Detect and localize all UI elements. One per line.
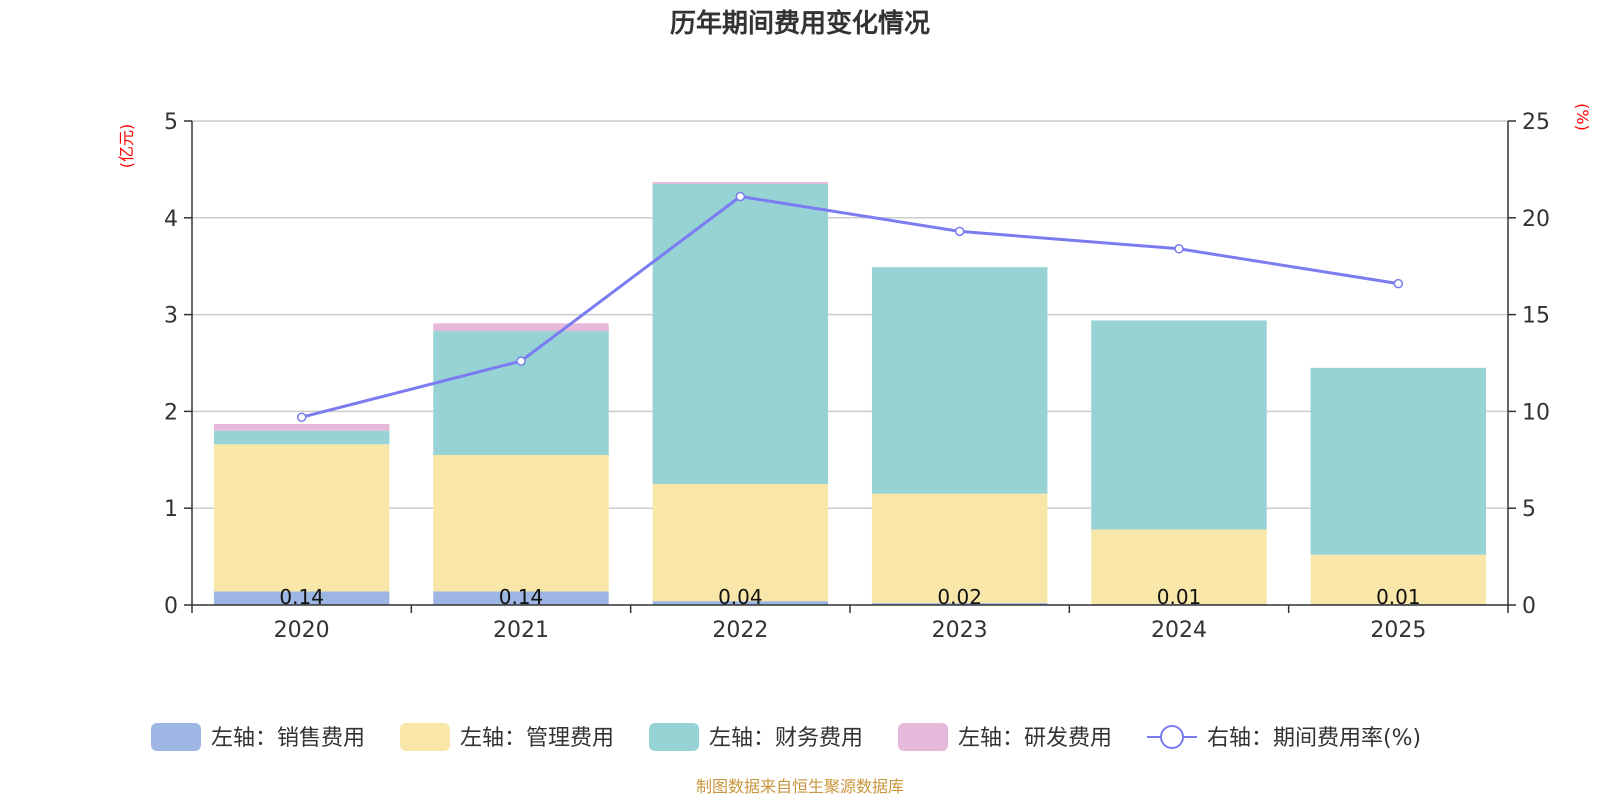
rate-point <box>1174 244 1184 254</box>
legend-swatch <box>898 723 948 751</box>
legend-label: 左轴：财务费用 <box>709 726 863 751</box>
chart-title: 历年期间费用变化情况 <box>670 8 930 39</box>
bar-data-label: 0.14 <box>279 585 324 609</box>
legend-swatch <box>400 723 450 751</box>
right-axis-unit: (%) <box>1573 103 1592 131</box>
bar-data-label: 0.04 <box>718 585 763 609</box>
bar-segment <box>652 601 829 605</box>
left-axis-tick-label: 4 <box>164 207 178 232</box>
rate-point <box>516 356 526 366</box>
right-axis-tick-label: 25 <box>1522 110 1550 135</box>
bar-segment <box>871 603 1048 605</box>
bar-segment <box>652 183 829 485</box>
bar-segment <box>433 454 609 592</box>
legend: 左轴：销售费用 左轴：管理费用 左轴：财务费用 左轴：研发费用 右轴：期间费用率(%) <box>151 723 1421 751</box>
left-axis-tick-label: 3 <box>164 304 178 329</box>
rate-point <box>296 412 307 422</box>
left-axis-unit: (亿元) <box>117 124 136 169</box>
bar-segment <box>1310 367 1487 555</box>
left-axis-tick-label: 0 <box>164 594 178 619</box>
rate-point <box>954 226 965 237</box>
bar-segment <box>1091 320 1267 530</box>
rate-line <box>301 194 1399 419</box>
legend-label: 左轴：销售费用 <box>211 726 365 751</box>
bar-segment <box>433 331 609 455</box>
source-note: 制图数据来自恒生聚源数据库 <box>696 777 904 796</box>
bar-data-label: 0.01 <box>1376 585 1421 609</box>
grid-lines <box>192 120 1508 509</box>
bar-segment <box>213 591 390 605</box>
x-axis-tick-label: 2021 <box>493 618 549 643</box>
x-axis-tick-label: 2022 <box>712 618 768 643</box>
right-axis-tick-label: 5 <box>1522 497 1536 522</box>
right-axis-tick-label: 20 <box>1522 207 1550 232</box>
left-axis-tick-label: 5 <box>164 110 178 135</box>
right-axis-tick-label: 15 <box>1522 304 1550 329</box>
bar-segment <box>433 591 609 605</box>
bar-segment <box>652 484 829 602</box>
bar-segment <box>213 444 390 592</box>
bar-segment <box>1310 554 1487 605</box>
legend-swatch <box>649 723 699 751</box>
rate-point <box>735 191 746 202</box>
legend-label: 左轴：研发费用 <box>958 726 1112 751</box>
bar-segment <box>871 493 1048 604</box>
legend-label: 左轴：管理费用 <box>460 726 614 751</box>
right-axis-tick-label: 10 <box>1522 400 1550 425</box>
bar-segment <box>871 267 1048 494</box>
legend-marker-swatch <box>1160 725 1184 749</box>
bar-data-label: 0.02 <box>937 585 982 609</box>
left-axis-tick-label: 2 <box>164 400 178 425</box>
left-axis-tick-label: 1 <box>164 497 178 522</box>
legend-swatch <box>151 723 201 751</box>
legend-label: 右轴：期间费用率(%) <box>1207 726 1421 751</box>
bar-segment <box>433 323 609 332</box>
bar-segment <box>1091 529 1267 605</box>
x-axis-tick-label: 2024 <box>1151 618 1207 643</box>
bar-segment <box>652 181 829 184</box>
bar-segment <box>213 423 390 431</box>
x-axis-tick-label: 2025 <box>1370 618 1426 643</box>
rate-point <box>1393 278 1404 289</box>
rate-line-series <box>296 191 1404 422</box>
right-axis-tick-label: 0 <box>1522 594 1536 619</box>
bar-data-label: 0.01 <box>1157 585 1202 609</box>
x-axis-tick-label: 2023 <box>932 618 988 643</box>
bar-data-label: 0.14 <box>499 585 544 609</box>
bar-series <box>213 181 1487 605</box>
x-axis-tick-label: 2020 <box>274 618 330 643</box>
data-labels: 0.14 0.14 0.04 0.02 0.01 0.01 <box>279 585 1420 609</box>
bar-segment <box>213 430 390 445</box>
